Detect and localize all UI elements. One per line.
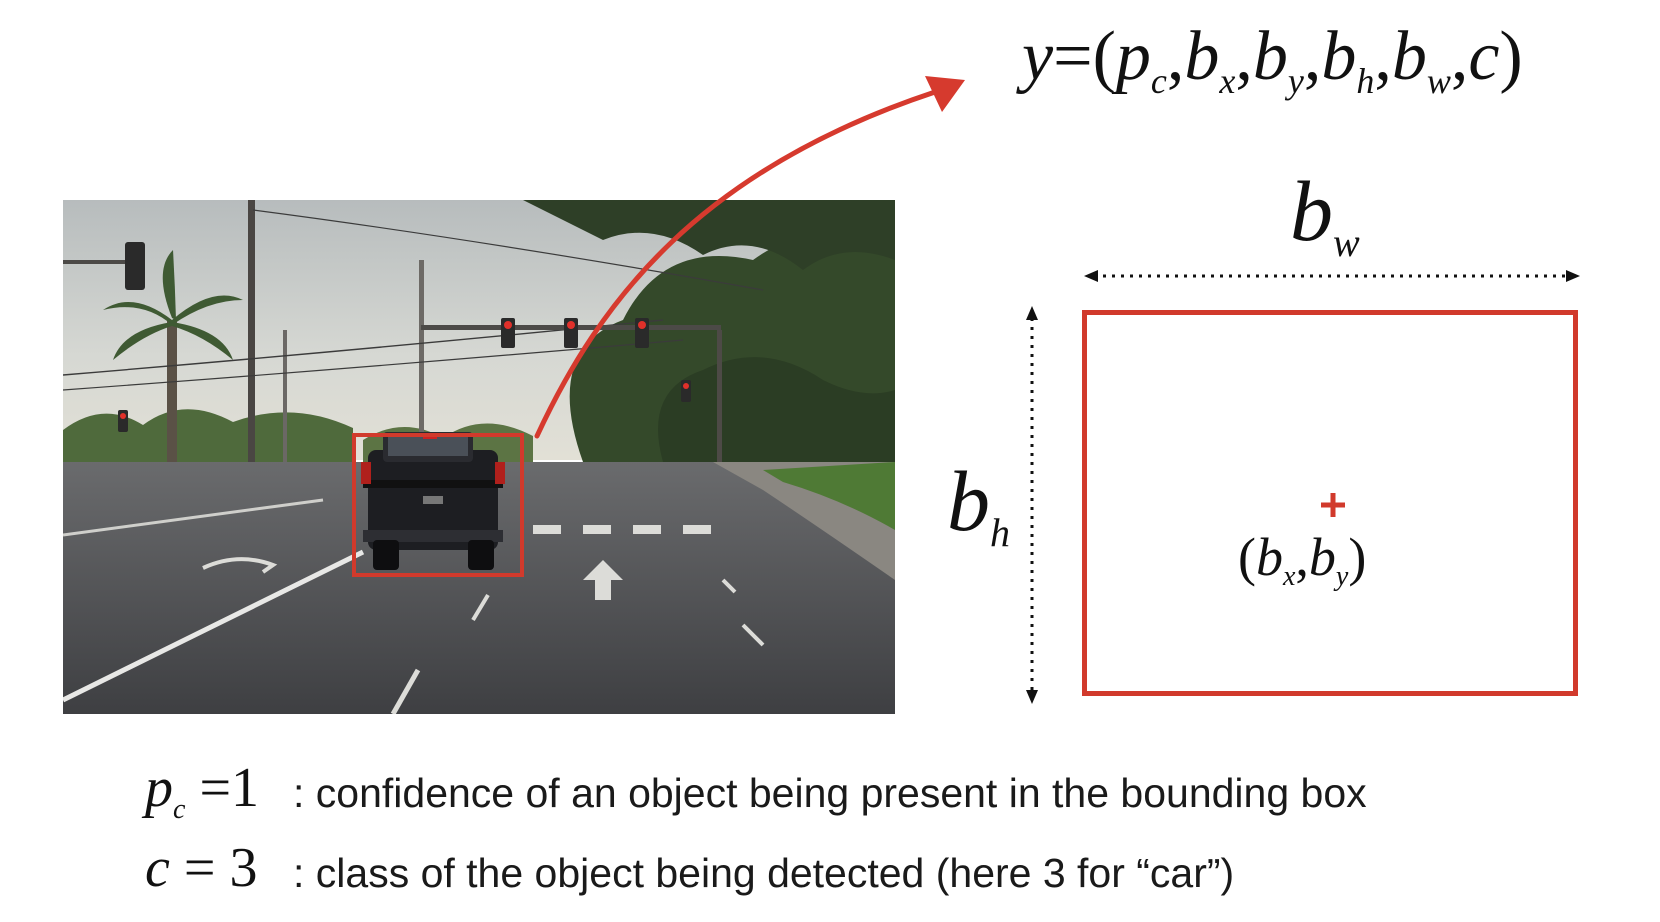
box-width-label: bw bbox=[1290, 163, 1360, 265]
width-arrow-right bbox=[1566, 270, 1580, 282]
height-arrow-bottom bbox=[1026, 690, 1038, 704]
bounding-box bbox=[1082, 310, 1578, 696]
plus-icon bbox=[1321, 493, 1345, 517]
output-vector-formula: y=(pc,bx,by,bh,bw,c) bbox=[1022, 18, 1523, 101]
legend-symbol: pc =1 bbox=[145, 757, 260, 825]
legend-description: : class of the object being detected (he… bbox=[293, 850, 1235, 896]
box-center-label: (bx,by) bbox=[1238, 527, 1367, 592]
pointer-arrow bbox=[534, 89, 938, 439]
box-height-label: bh bbox=[947, 453, 1010, 555]
legend-description: : confidence of an object being present … bbox=[293, 770, 1367, 816]
height-arrow-top bbox=[1026, 306, 1038, 320]
width-arrow-left bbox=[1084, 270, 1098, 282]
street-photo bbox=[63, 200, 895, 714]
pointer-arrowhead bbox=[925, 76, 965, 112]
legend-symbol: c = 3 bbox=[145, 837, 258, 899]
